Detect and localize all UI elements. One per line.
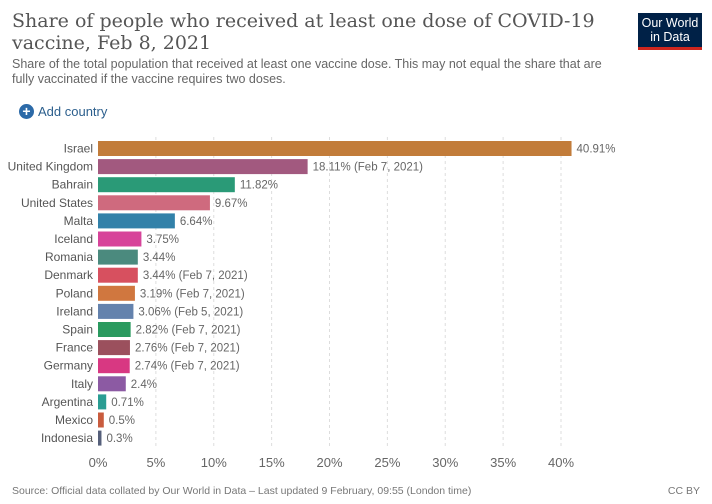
value-label: 6.64% — [180, 216, 213, 228]
value-label: 2.82% (Feb 7, 2021) — [136, 325, 241, 337]
logo-line2: in Data — [650, 30, 690, 44]
bar[interactable] — [98, 285, 135, 301]
x-tick-label: 25% — [374, 455, 400, 470]
bar[interactable] — [98, 213, 175, 229]
bar[interactable] — [98, 412, 104, 428]
add-country-button[interactable]: + Add country — [19, 104, 107, 119]
category-label[interactable]: United States — [21, 196, 93, 210]
chart-subtitle: Share of the total population that recei… — [12, 57, 602, 86]
logo-line1: Our World — [641, 16, 699, 30]
bar[interactable] — [98, 430, 102, 446]
value-label: 3.44% (Feb 7, 2021) — [143, 270, 248, 282]
x-tick-label: 40% — [548, 455, 574, 470]
chart-title: Share of people who received at least on… — [12, 10, 595, 54]
bar[interactable] — [98, 249, 138, 265]
bar[interactable] — [98, 159, 308, 175]
owid-logo[interactable]: Our World in Data — [638, 13, 702, 50]
bar[interactable] — [98, 303, 134, 319]
add-country-label: Add country — [38, 104, 108, 119]
x-tick-label: 10% — [201, 455, 227, 470]
value-label: 3.75% — [146, 234, 179, 246]
bar[interactable] — [98, 340, 130, 356]
bar[interactable] — [98, 231, 142, 247]
value-label: 18.11% (Feb 7, 2021) — [313, 162, 424, 174]
license-link[interactable]: CC BY — [667, 485, 700, 497]
value-label: 3.06% (Feb 5, 2021) — [138, 306, 243, 318]
category-label[interactable]: Bahrain — [52, 178, 93, 192]
x-tick-label: 20% — [316, 455, 342, 470]
category-label[interactable]: Mexico — [55, 413, 93, 427]
value-label: 2.76% (Feb 7, 2021) — [135, 343, 240, 355]
plus-circle-icon: + — [19, 104, 34, 119]
value-label: 2.4% — [131, 379, 157, 391]
category-label[interactable]: Indonesia — [41, 431, 93, 445]
category-label[interactable]: Italy — [71, 377, 93, 391]
value-label: 3.44% — [143, 252, 176, 264]
source-note: Source: Official data collated by Our Wo… — [12, 485, 472, 497]
category-label[interactable]: Argentina — [42, 395, 94, 409]
x-tick-label: 5% — [146, 455, 165, 470]
value-label: 3.19% (Feb 7, 2021) — [140, 288, 245, 300]
category-label[interactable]: Poland — [56, 286, 93, 300]
category-label[interactable]: Israel — [64, 142, 93, 156]
value-label: 0.5% — [109, 415, 135, 427]
category-label[interactable]: Malta — [64, 214, 94, 228]
x-tick-label: 15% — [259, 455, 285, 470]
bar[interactable] — [98, 358, 130, 374]
bar[interactable] — [98, 376, 126, 392]
bar-chart: Israel 40.91% United Kingdom 18.11% (Feb 7,… — [8, 137, 616, 470]
value-label: 11.82% — [240, 180, 278, 192]
bar[interactable] — [98, 195, 210, 211]
category-label[interactable]: United Kingdom — [8, 160, 93, 174]
category-label[interactable]: Spain — [62, 323, 93, 337]
value-label: 0.71% — [111, 397, 144, 409]
value-label: 40.91% — [577, 144, 616, 156]
x-tick-label: 35% — [490, 455, 516, 470]
bar[interactable] — [98, 267, 138, 283]
category-label[interactable]: Romania — [45, 250, 93, 264]
category-label[interactable]: France — [56, 341, 94, 355]
x-tick-label: 0% — [89, 455, 108, 470]
category-label[interactable]: Denmark — [44, 268, 94, 282]
value-label: 9.67% — [215, 198, 248, 210]
value-label: 0.3% — [106, 433, 132, 445]
bar[interactable] — [98, 322, 131, 337]
value-label: 2.74% (Feb 7, 2021) — [135, 361, 240, 373]
bar[interactable] — [98, 177, 235, 193]
category-label[interactable]: Iceland — [54, 232, 93, 246]
bar[interactable] — [98, 141, 572, 156]
bar[interactable] — [98, 394, 107, 410]
x-tick-label: 30% — [432, 455, 458, 470]
category-label[interactable]: Ireland — [56, 304, 93, 318]
category-label[interactable]: Germany — [44, 359, 93, 373]
